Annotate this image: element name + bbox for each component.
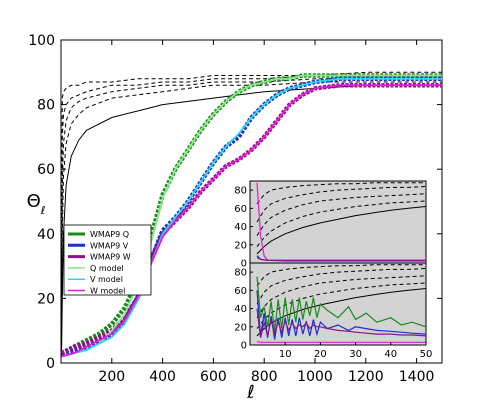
y-tick-label: 100 (28, 33, 55, 49)
inset-series-line-ref-dash-1 (256, 282, 426, 329)
inset-y-tick-label: 20 (234, 322, 247, 333)
inset-series-line-ref-dash-3 (256, 186, 426, 223)
x-tick-label: 1200 (348, 369, 384, 385)
inset-top-series-group (256, 182, 426, 262)
inset-bottom-background (249, 262, 427, 346)
inset-bottom-series-group (256, 264, 426, 343)
series-line-v-model (61, 77, 442, 358)
x-tick-label: 400 (149, 369, 176, 385)
legend-label: W model (90, 287, 125, 296)
y-tick-label: 60 (37, 162, 55, 178)
inset-y-tick-label: 0 (241, 259, 247, 270)
series-line-q-model (61, 74, 442, 358)
x-tick-label: 1000 (297, 369, 333, 385)
inset-series-line-ref-dash-1 (256, 200, 426, 247)
legend-label: WMAP9 W (90, 253, 131, 262)
legend-box (63, 224, 152, 296)
inset-series-line-ref-solid (256, 206, 426, 255)
x-tick-label: 600 (200, 369, 227, 385)
inset-x-tick-label: 40 (384, 349, 397, 360)
inset-y-tick-label: 40 (234, 304, 247, 315)
inset-series-line-wmap9-w (256, 256, 426, 261)
series-line-ref-dash-4 (61, 71, 442, 267)
inset-y-tick-label: 60 (234, 286, 247, 297)
inset-series-line-ref-dash-2 (256, 193, 426, 236)
main-series-group (61, 71, 442, 358)
legend-label: Q model (90, 264, 124, 273)
inset-x-tick-label: 20 (314, 349, 327, 360)
inset-top-background (249, 180, 427, 264)
legend-label: WMAP9 V (90, 241, 129, 250)
inset-x-tick-label: 30 (349, 349, 362, 360)
inset-y-tick-label: 20 (234, 240, 247, 251)
inset-series-line-ref-dash-4 (256, 264, 426, 287)
x-tick-label: 1400 (399, 369, 435, 385)
inset-y-tick-label: 80 (234, 268, 247, 279)
legend-label: V model (90, 275, 123, 284)
series-line-ref-solid (61, 84, 442, 357)
inset-series-line-ref-dash-4 (256, 182, 426, 205)
inset-series-line-w-model (256, 340, 426, 343)
inset-x-tick-label: 50 (420, 349, 433, 360)
legend-label: WMAP9 Q (90, 230, 129, 239)
y-tick-label: 20 (37, 291, 55, 307)
legend: WMAP9 Q WMAP9 V WMAP9 W Q model V model W mod… (63, 224, 152, 296)
inset-y-tick-label: 0 (241, 341, 247, 352)
inset-series-line-wmap9-w (256, 308, 426, 338)
y-tick-label: 0 (46, 356, 55, 372)
series-line-ref-dash-1 (61, 81, 442, 347)
series-line-w-model (61, 84, 442, 358)
x-axis-label: ℓ (246, 382, 254, 403)
y-tick-label: 80 (37, 98, 55, 114)
y-tick-label: 40 (37, 227, 55, 243)
main-x-ticks: 200 400 600 800 1000 1200 1400 (98, 40, 434, 385)
inset-y-tick-label: 80 (234, 186, 247, 197)
x-tick-label: 800 (251, 369, 278, 385)
y-axis-label: Θℓ (27, 191, 46, 217)
inset-series-line-wmap9-q (256, 276, 426, 332)
inset-x-tick-label: 10 (279, 349, 292, 360)
inset-series-line-ref-dash-2 (256, 275, 426, 318)
x-tick-label: 200 (98, 369, 125, 385)
series-line-ref-dash-2 (61, 78, 442, 338)
inset-series-line-ref-dash-3 (256, 268, 426, 305)
inset-y-tick-label: 40 (234, 222, 247, 233)
inset-y-tick-label: 60 (234, 204, 247, 215)
inset-series-line-w-model (256, 182, 426, 262)
